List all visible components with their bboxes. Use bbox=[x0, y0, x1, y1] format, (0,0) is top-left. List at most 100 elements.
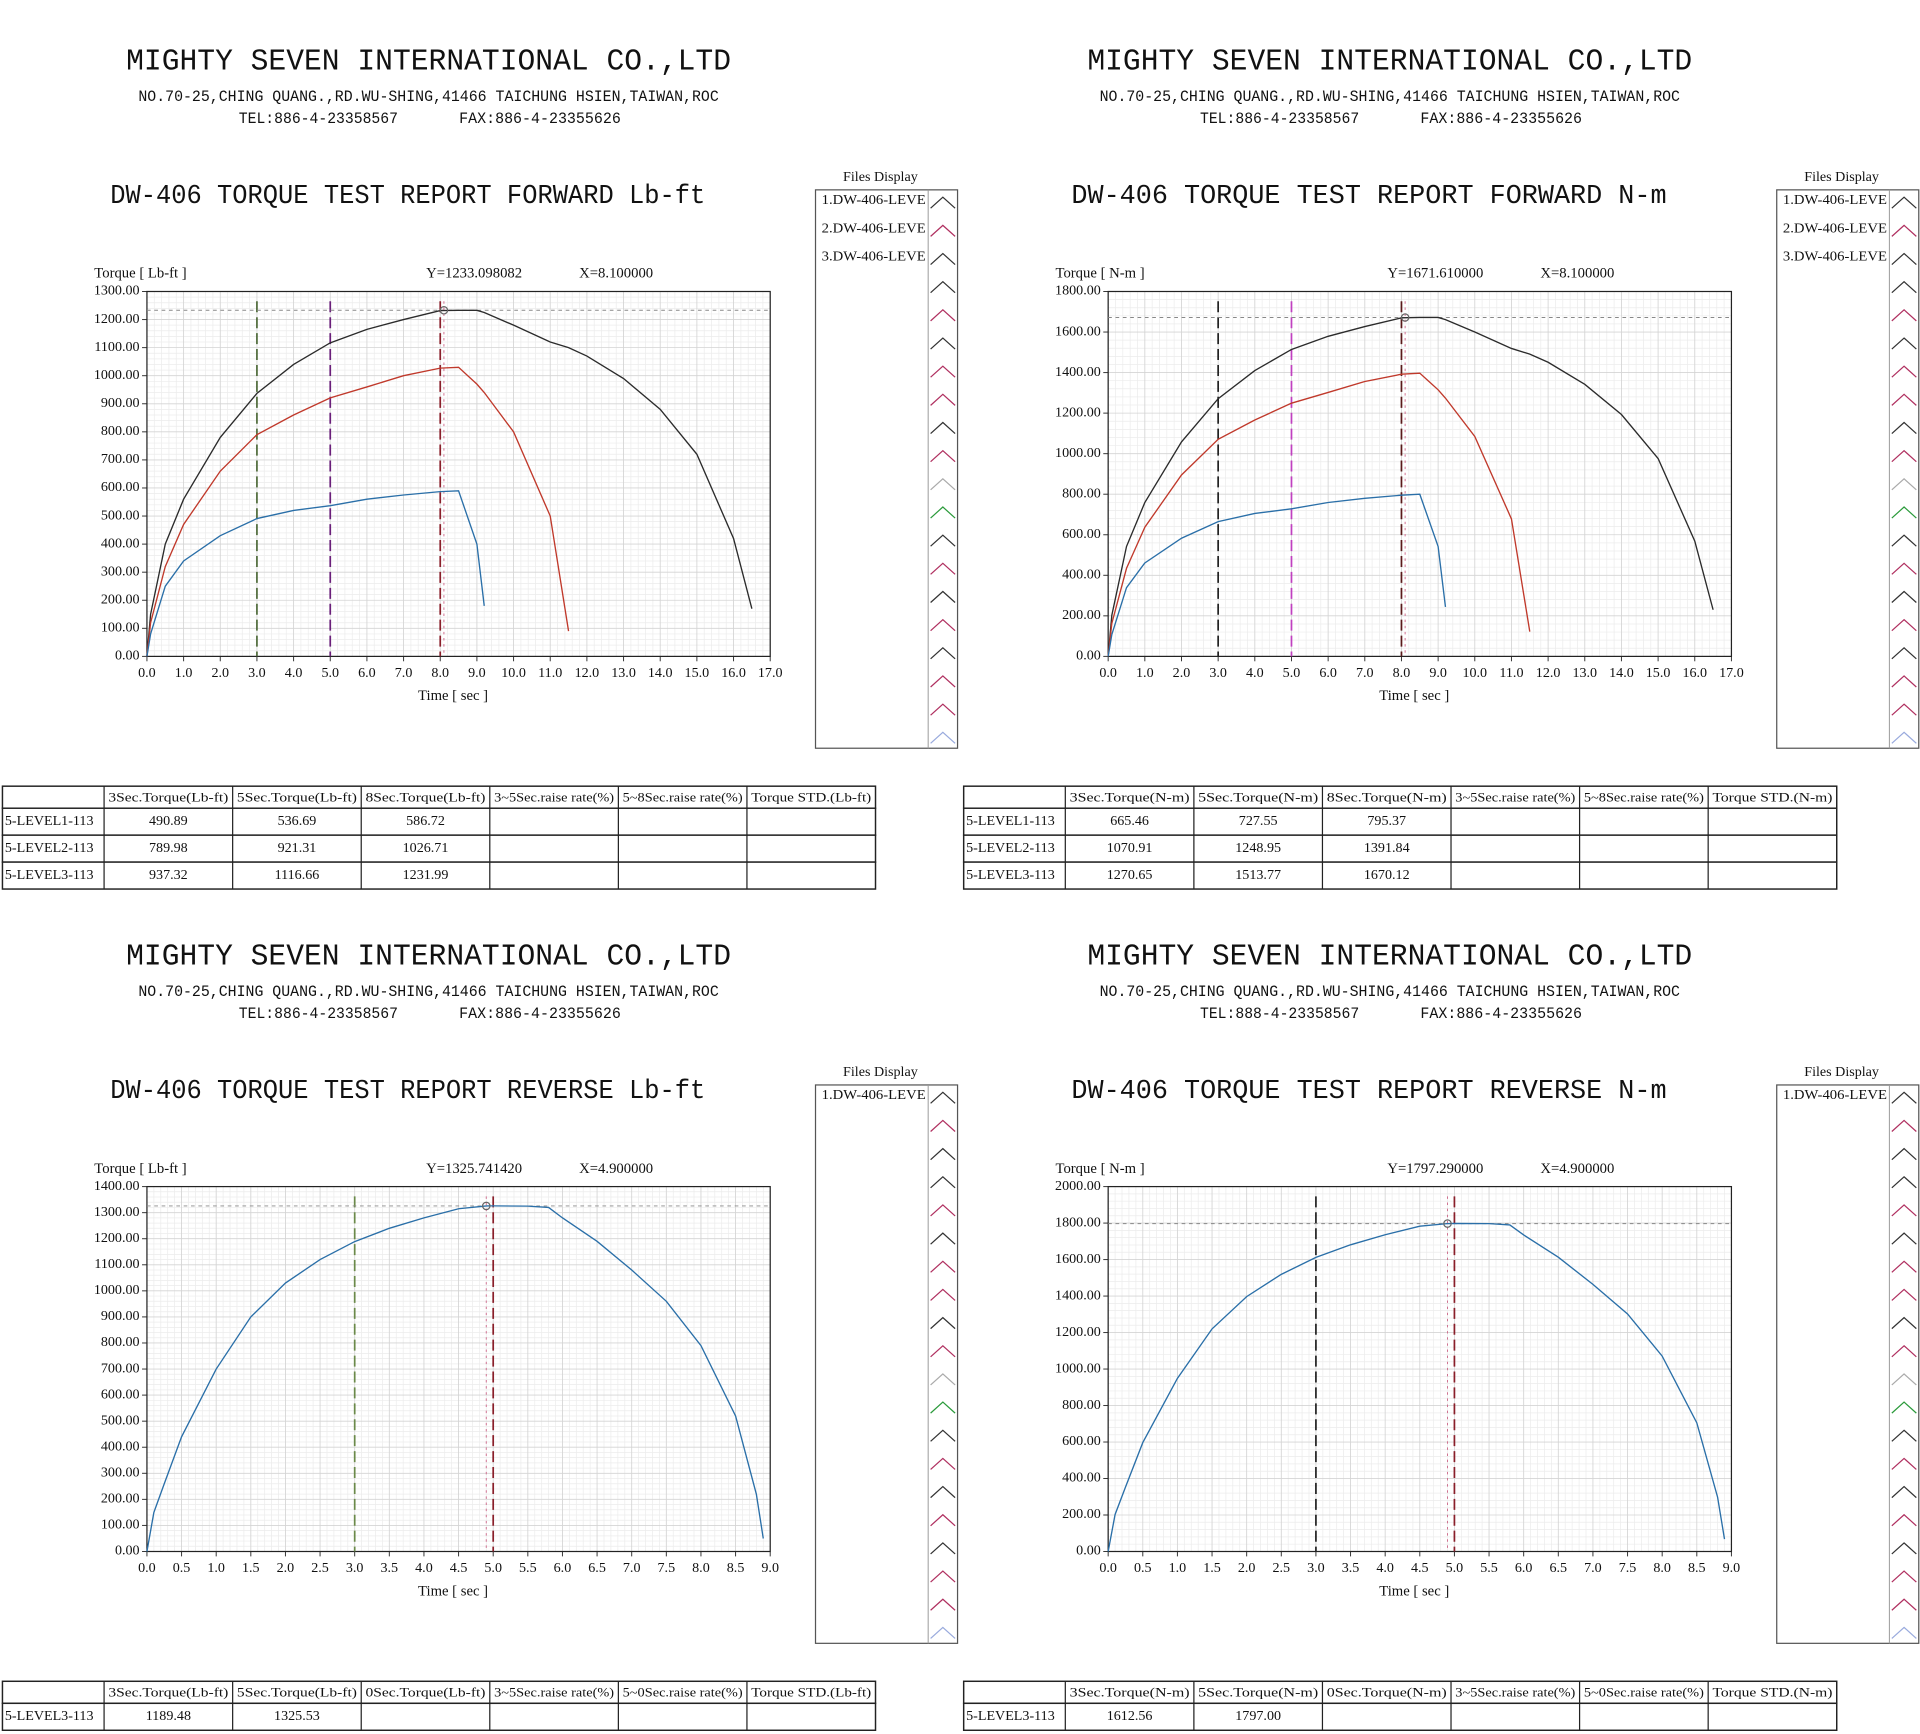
x-tick-label: 1.5 bbox=[1203, 1560, 1221, 1576]
x-axis-label: Time [ sec ] bbox=[1379, 688, 1449, 704]
file-icon bbox=[1891, 534, 1917, 547]
y-tick-label: 600.00 bbox=[101, 479, 140, 495]
table-cell: 1670.12 bbox=[1364, 867, 1410, 883]
x-tick-label: 6.0 bbox=[358, 665, 376, 681]
y-tick-label: 500.00 bbox=[101, 507, 140, 523]
plot-frame bbox=[1107, 290, 1733, 657]
torque-curve bbox=[146, 490, 485, 657]
file-icon bbox=[1891, 478, 1917, 491]
x-tick-label: 6.0 bbox=[1515, 1560, 1533, 1576]
x-tick-label: 2.0 bbox=[1238, 1560, 1256, 1576]
file-icon bbox=[1891, 731, 1917, 744]
table-cell: 536.69 bbox=[278, 813, 317, 829]
torque-curve bbox=[1107, 493, 1447, 657]
file-icon bbox=[1891, 618, 1917, 632]
file-icon bbox=[930, 1598, 956, 1611]
y-tick-label: 1200.00 bbox=[94, 1230, 140, 1246]
file-icon bbox=[930, 1091, 956, 1104]
file-icon bbox=[930, 1119, 956, 1132]
file-icon bbox=[1891, 1401, 1917, 1414]
table-row bbox=[962, 861, 1838, 890]
file-icon bbox=[1891, 337, 1917, 350]
x-tick-label: 4.0 bbox=[285, 665, 303, 681]
x-tick-label: 3.0 bbox=[248, 665, 266, 681]
file-icon bbox=[1891, 590, 1917, 603]
files-display-box bbox=[1776, 189, 1920, 749]
table-cell: 1026.71 bbox=[403, 840, 449, 856]
cursor-y-readout: Y=1325.741420 bbox=[426, 1161, 522, 1177]
file-icon bbox=[1891, 1485, 1917, 1499]
table-cell: 789.98 bbox=[149, 840, 188, 856]
table-header-cell: 3~5Sec.raise rate(%) bbox=[1455, 1685, 1575, 1699]
cursor-point bbox=[439, 305, 449, 315]
x-tick-label: 5.0 bbox=[1283, 665, 1301, 681]
y-tick-label: 600.00 bbox=[101, 1386, 140, 1402]
x-tick-label: 5.0 bbox=[484, 1560, 502, 1576]
file-icon bbox=[930, 252, 956, 266]
files-display-title: Files Display bbox=[1804, 1064, 1879, 1080]
y-tick-label: 200.00 bbox=[101, 1491, 140, 1507]
table-cell: 937.32 bbox=[149, 867, 188, 883]
x-tick-label: 9.0 bbox=[761, 1560, 779, 1576]
x-tick-label: 0.0 bbox=[1099, 1560, 1117, 1576]
y-tick-label: 400.00 bbox=[1062, 567, 1101, 583]
file-item: 1.DW-406-LEVE bbox=[1783, 1087, 1887, 1103]
file-icon bbox=[1891, 703, 1917, 716]
file-icon bbox=[930, 421, 956, 434]
table-row-label: 5-LEVEL3-113 bbox=[966, 1708, 1055, 1724]
file-icon bbox=[930, 449, 956, 463]
table-cell: 795.37 bbox=[1367, 813, 1406, 829]
table-cell: 586.72 bbox=[406, 813, 445, 829]
x-tick-label: 9.0 bbox=[1429, 665, 1447, 681]
cursor-point bbox=[1443, 1219, 1452, 1228]
x-tick-label: 9.0 bbox=[468, 665, 486, 681]
y-tick-label: 1200.00 bbox=[1055, 404, 1101, 420]
table-row bbox=[962, 1702, 1838, 1731]
x-tick-label: 5.0 bbox=[321, 665, 339, 681]
y-tick-label: 600.00 bbox=[1062, 1433, 1101, 1449]
y-tick-label: 1600.00 bbox=[1055, 1251, 1101, 1267]
cursor-point bbox=[1400, 313, 1410, 322]
y-axis-label: Torque [ N-m ] bbox=[1056, 266, 1145, 282]
file-icon bbox=[930, 1429, 956, 1442]
table-header-cell: Torque STD.(N-m) bbox=[1712, 790, 1832, 804]
y-tick-label: 800.00 bbox=[1062, 485, 1101, 501]
y-tick-label: 400.00 bbox=[101, 1438, 140, 1454]
company-address: NO.70-25,CHING QUANG.,RD.WU-SHING,41466 … bbox=[138, 88, 718, 106]
y-tick-label: 1000.00 bbox=[1055, 445, 1101, 461]
file-icon bbox=[1891, 675, 1917, 688]
x-tick-label: 1.0 bbox=[175, 665, 193, 681]
x-tick-label: 2.5 bbox=[1272, 1560, 1290, 1576]
y-tick-label: 1400.00 bbox=[94, 1178, 140, 1194]
x-tick-label: 8.5 bbox=[727, 1560, 745, 1576]
x-axis-label: Time [ sec ] bbox=[418, 688, 488, 704]
y-tick-label: 1300.00 bbox=[94, 283, 140, 299]
files-display-title: Files Display bbox=[843, 169, 918, 185]
table-row-label: 5-LEVEL2-113 bbox=[5, 840, 94, 856]
table-cell: 1513.77 bbox=[1235, 867, 1281, 883]
table-row-label: 5-LEVEL2-113 bbox=[966, 840, 1055, 856]
y-tick-label: 500.00 bbox=[101, 1412, 140, 1428]
file-icon bbox=[930, 1204, 956, 1217]
x-tick-label: 3.0 bbox=[346, 1560, 364, 1576]
y-tick-label: 300.00 bbox=[101, 1465, 140, 1481]
y-tick-label: 1300.00 bbox=[94, 1204, 140, 1220]
plot-background bbox=[146, 291, 771, 657]
summary-table: 3Sec.Torque(N-m) 5Sec.Torque(N-m) 8Sec.Tor… bbox=[962, 785, 1838, 890]
y-tick-label: 1000.00 bbox=[94, 367, 140, 383]
chart-title: DW-406 TORQUE TEST REPORT REVERSE N-m bbox=[1071, 1077, 1666, 1107]
company-tel: TEL:888-4-23358567 bbox=[1200, 1005, 1359, 1023]
table-header-cell: 5~0Sec.raise rate(%) bbox=[623, 1685, 743, 1699]
y-tick-label: 1100.00 bbox=[94, 1256, 139, 1272]
file-icon bbox=[1891, 1344, 1917, 1358]
table-header-cell: 5Sec.Torque(Lb-ft) bbox=[237, 1685, 357, 1699]
x-tick-label: 7.0 bbox=[395, 665, 413, 681]
x-tick-label: 5.5 bbox=[519, 1560, 537, 1576]
file-icon bbox=[930, 1485, 956, 1499]
file-icon bbox=[930, 1626, 956, 1639]
x-tick-label: 1.0 bbox=[1136, 665, 1154, 681]
file-icon bbox=[930, 1147, 956, 1161]
table-header-cell: 5~8Sec.raise rate(%) bbox=[623, 790, 743, 804]
y-tick-label: 400.00 bbox=[1062, 1470, 1101, 1486]
y-tick-label: 1100.00 bbox=[94, 339, 139, 355]
